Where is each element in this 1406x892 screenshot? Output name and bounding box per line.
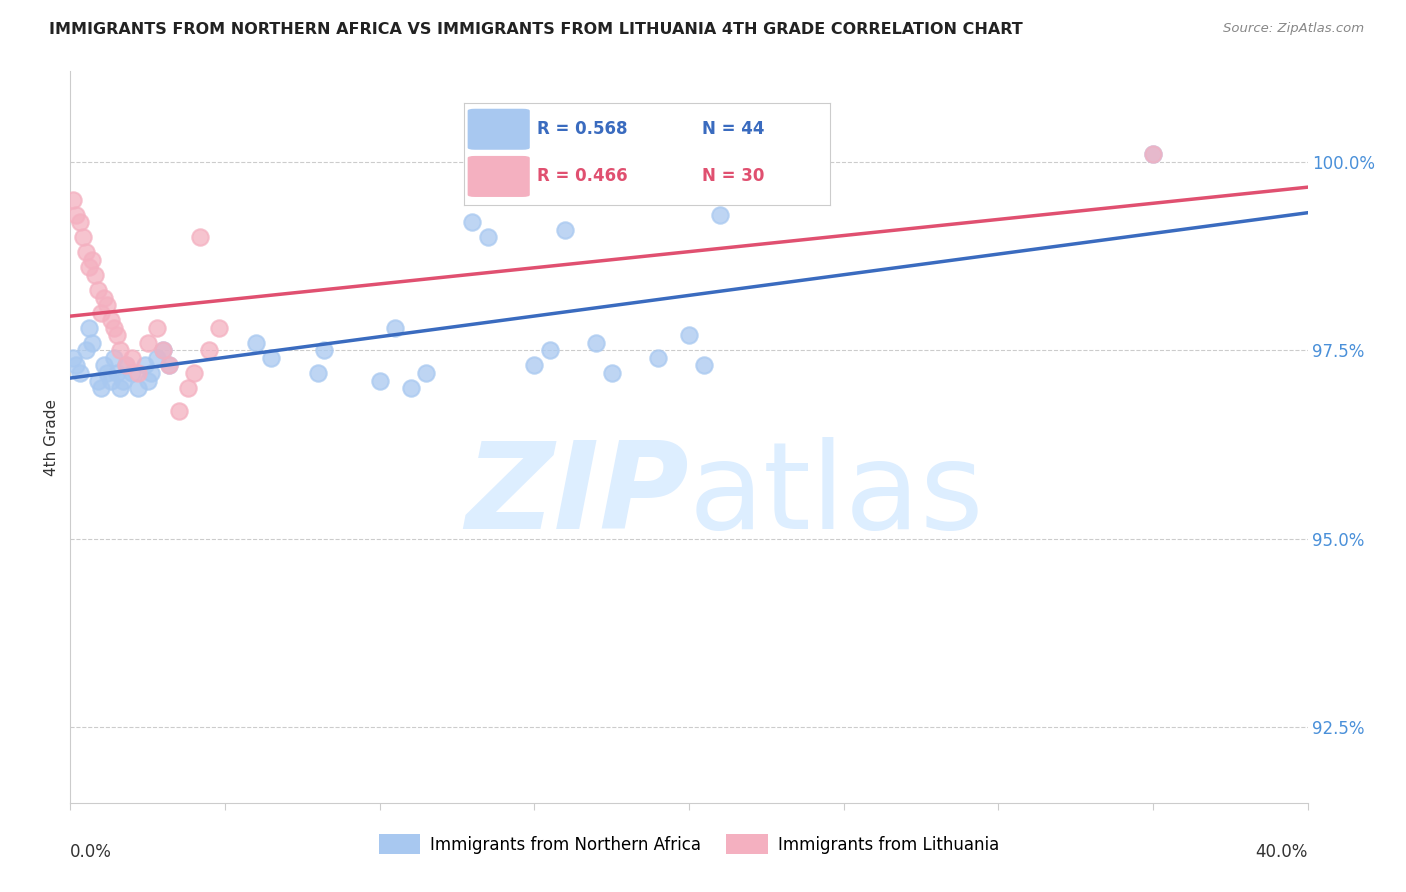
Point xyxy=(72,230,94,244)
Point xyxy=(90,381,112,395)
Text: N = 44: N = 44 xyxy=(702,120,763,138)
Point xyxy=(121,351,143,365)
Point xyxy=(415,366,437,380)
Point xyxy=(111,374,134,388)
Text: Source: ZipAtlas.com: Source: ZipAtlas.com xyxy=(1223,22,1364,36)
Point xyxy=(139,366,162,380)
Point xyxy=(399,381,422,395)
Point xyxy=(77,320,100,334)
Point xyxy=(146,320,169,334)
Point xyxy=(105,366,128,380)
Point xyxy=(62,193,84,207)
Point xyxy=(647,351,669,365)
Point xyxy=(69,215,91,229)
Point xyxy=(208,320,231,334)
Point xyxy=(368,374,391,388)
Point xyxy=(461,215,484,229)
Text: IMMIGRANTS FROM NORTHERN AFRICA VS IMMIGRANTS FROM LITHUANIA 4TH GRADE CORRELATI: IMMIGRANTS FROM NORTHERN AFRICA VS IMMIG… xyxy=(49,22,1024,37)
Text: 40.0%: 40.0% xyxy=(1256,843,1308,861)
Point xyxy=(103,351,125,365)
Point xyxy=(127,366,149,380)
Point xyxy=(198,343,221,358)
Point xyxy=(127,381,149,395)
Point xyxy=(108,343,131,358)
Point xyxy=(693,359,716,373)
Point xyxy=(65,208,87,222)
Text: ZIP: ZIP xyxy=(465,437,689,554)
Point xyxy=(260,351,283,365)
Point xyxy=(245,335,267,350)
Point xyxy=(477,230,499,244)
Point xyxy=(75,343,97,358)
Y-axis label: 4th Grade: 4th Grade xyxy=(44,399,59,475)
Point xyxy=(307,366,329,380)
Point xyxy=(183,366,205,380)
Point xyxy=(80,335,103,350)
Point xyxy=(96,298,118,312)
Point xyxy=(93,291,115,305)
Point xyxy=(100,374,122,388)
Point xyxy=(177,381,200,395)
Point xyxy=(384,320,406,334)
Point xyxy=(152,343,174,358)
FancyBboxPatch shape xyxy=(468,109,530,150)
Point xyxy=(87,374,110,388)
Point xyxy=(188,230,211,244)
FancyBboxPatch shape xyxy=(468,156,530,197)
Point xyxy=(90,306,112,320)
Point xyxy=(75,245,97,260)
Text: R = 0.466: R = 0.466 xyxy=(537,168,627,186)
Point xyxy=(136,374,159,388)
Point xyxy=(103,320,125,334)
Point xyxy=(585,335,607,350)
Point xyxy=(96,366,118,380)
Point xyxy=(146,351,169,365)
Point xyxy=(65,359,87,373)
Point xyxy=(80,252,103,267)
Point xyxy=(167,403,190,417)
Point xyxy=(134,359,156,373)
Text: R = 0.568: R = 0.568 xyxy=(537,120,627,138)
Point xyxy=(84,268,107,282)
Point xyxy=(523,359,546,373)
Point xyxy=(136,335,159,350)
Point xyxy=(105,328,128,343)
Point xyxy=(157,359,180,373)
Point xyxy=(554,223,576,237)
Point xyxy=(312,343,335,358)
Text: N = 30: N = 30 xyxy=(702,168,763,186)
Point xyxy=(62,351,84,365)
Point xyxy=(87,283,110,297)
Point xyxy=(115,359,138,373)
Point xyxy=(152,343,174,358)
Legend: Immigrants from Northern Africa, Immigrants from Lithuania: Immigrants from Northern Africa, Immigra… xyxy=(373,828,1005,860)
Point xyxy=(600,366,623,380)
Point xyxy=(69,366,91,380)
Point xyxy=(678,328,700,343)
Point xyxy=(93,359,115,373)
Point xyxy=(1142,147,1164,161)
Text: atlas: atlas xyxy=(689,437,984,554)
Point xyxy=(100,313,122,327)
Point xyxy=(157,359,180,373)
Point xyxy=(121,366,143,380)
Point xyxy=(77,260,100,275)
Point xyxy=(108,381,131,395)
Point xyxy=(115,359,138,373)
Point xyxy=(1142,147,1164,161)
Text: 0.0%: 0.0% xyxy=(70,843,112,861)
Point xyxy=(709,208,731,222)
Point xyxy=(538,343,561,358)
